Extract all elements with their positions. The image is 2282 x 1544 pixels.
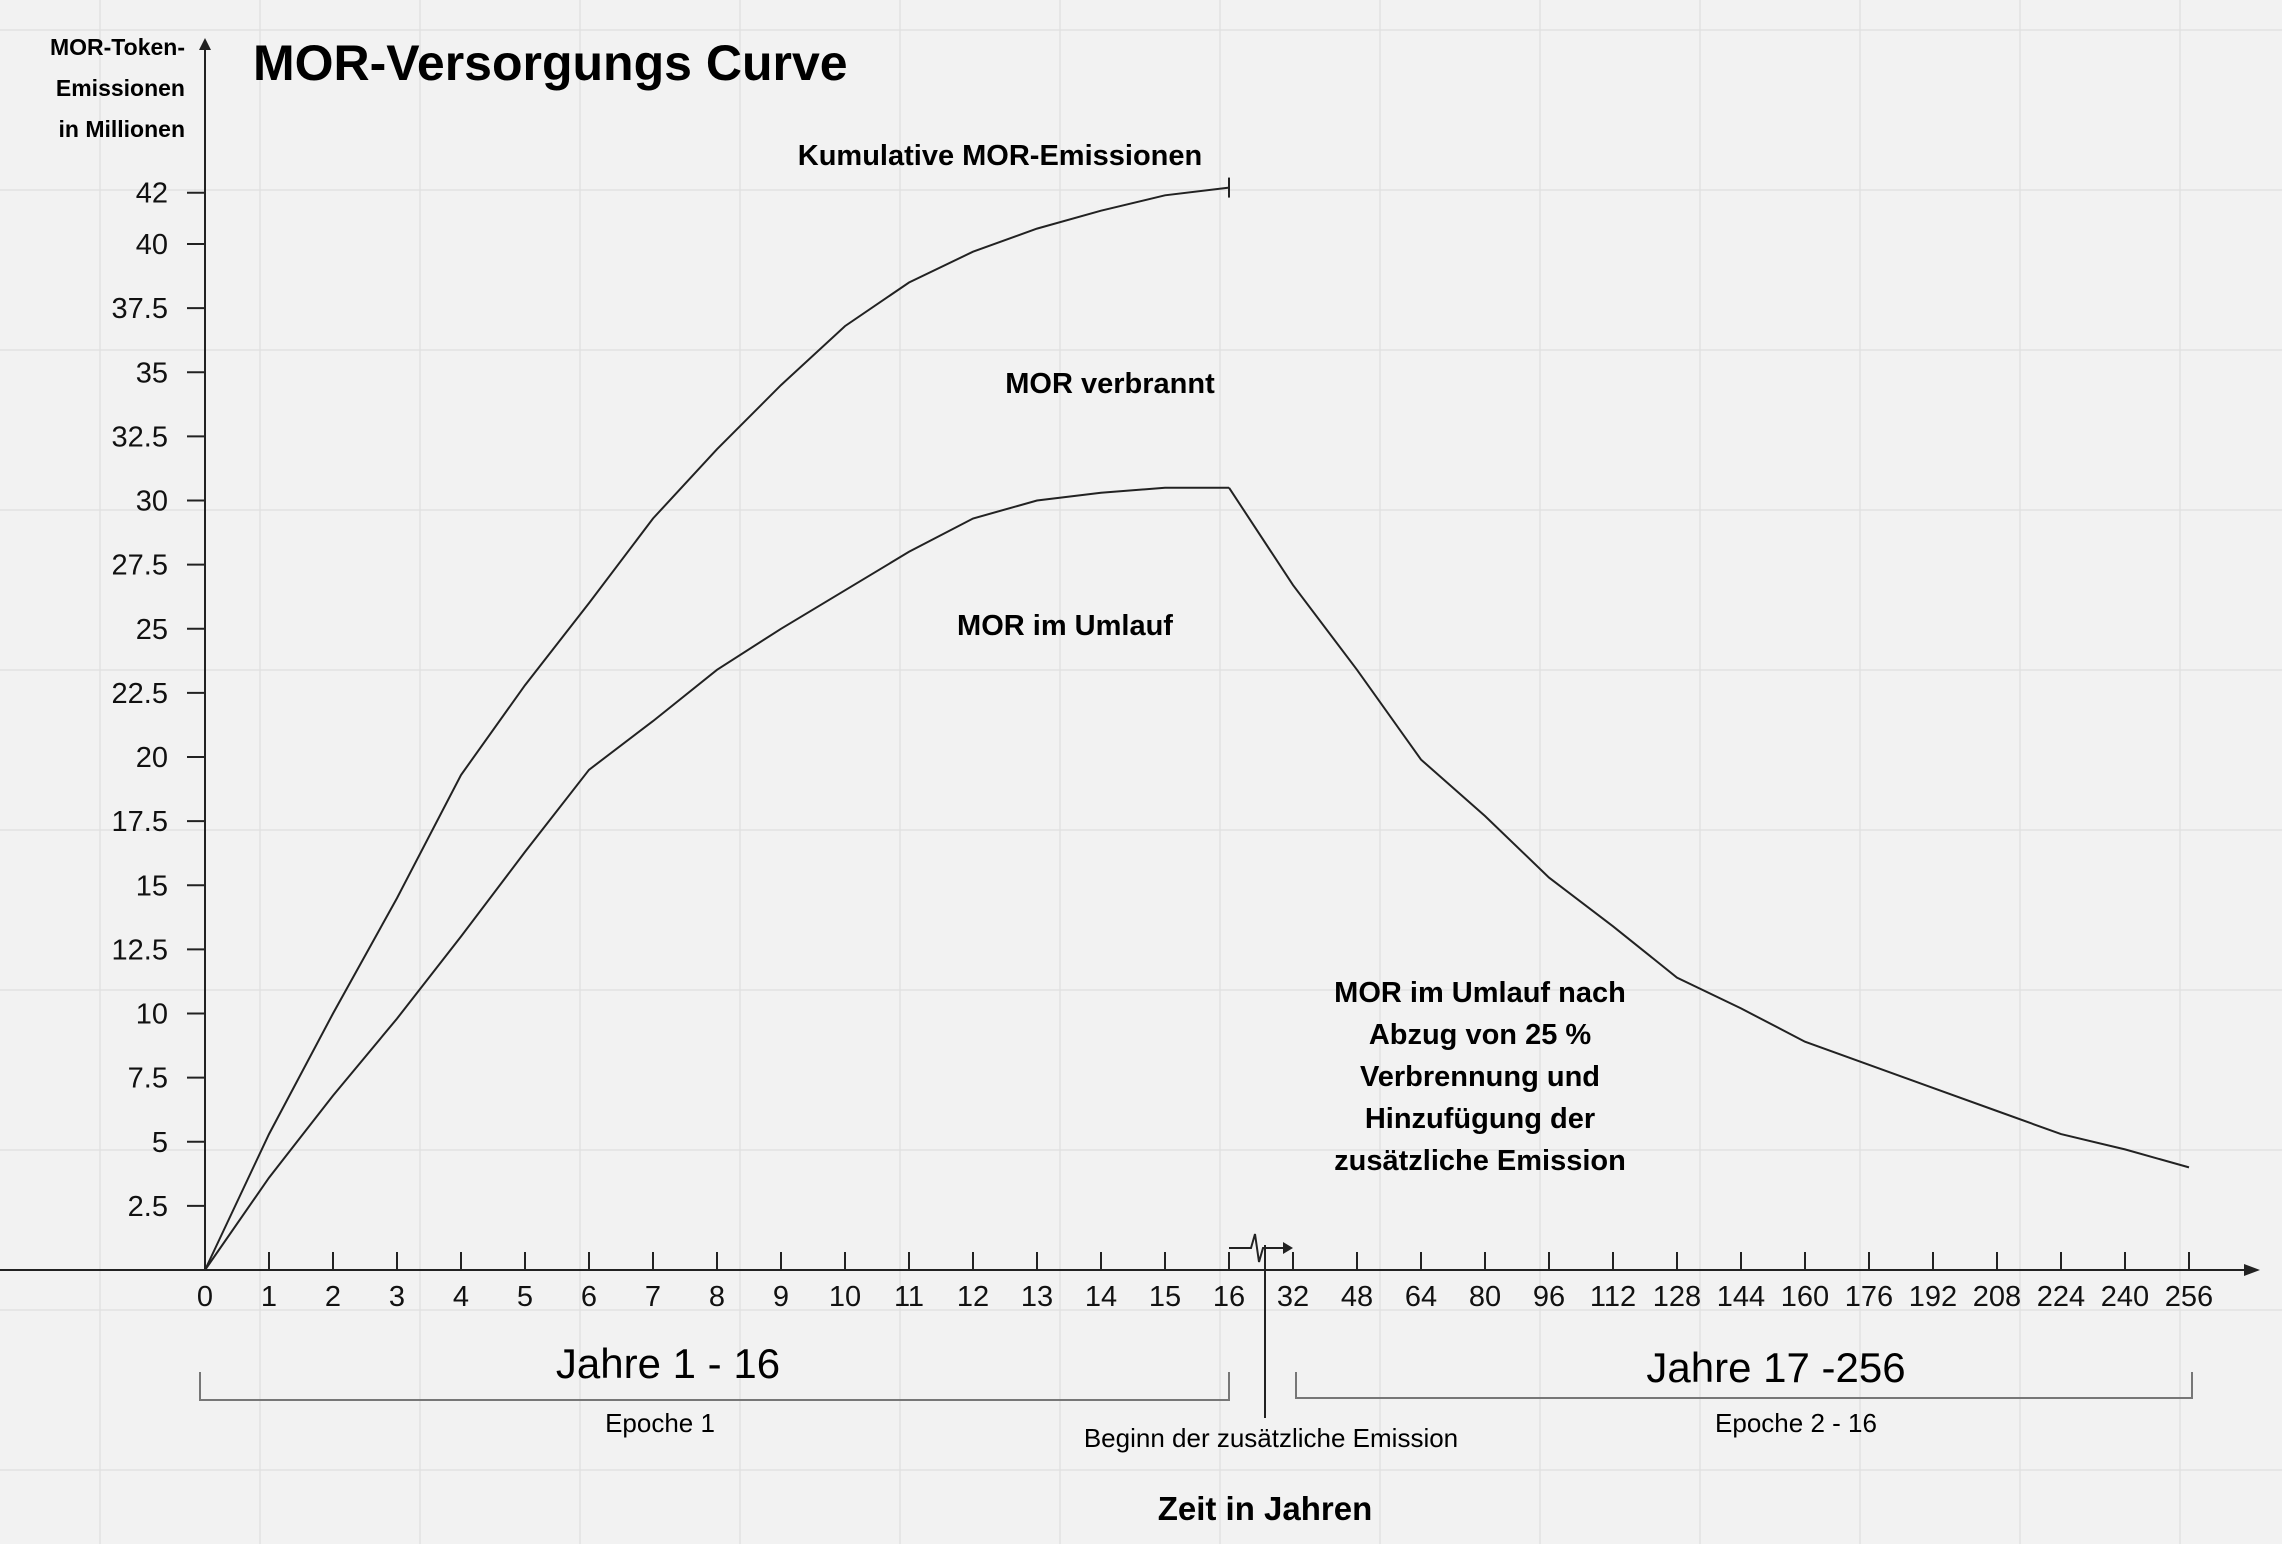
x-tick-label: 64: [1405, 1281, 1437, 1313]
y-tick-label: 12.5: [112, 934, 168, 966]
y-tick-label: 2.5: [128, 1191, 168, 1223]
label-cumulative-emissions: Kumulative MOR-Emissionen: [798, 140, 1202, 172]
period-label-2: Jahre 17 -256: [1646, 1344, 1905, 1391]
x-axis-arrow: [2244, 1264, 2260, 1276]
x-tick-label: 11: [894, 1281, 924, 1313]
x-tick-label: 208: [1973, 1281, 2021, 1313]
x-tick-label: 7: [645, 1281, 661, 1313]
y-tick-label: 17.5: [112, 806, 168, 838]
y-tick-label: 35: [136, 357, 168, 389]
x-tick-label: 13: [1021, 1281, 1053, 1313]
epoch-label-2: Epoche 2 - 16: [1715, 1408, 1877, 1438]
emission-start-label: Beginn der zusätzliche Emission: [1084, 1423, 1458, 1453]
x-tick-label: 0: [197, 1281, 213, 1313]
x-tick-label: 15: [1149, 1281, 1181, 1313]
x-tick-label: 96: [1533, 1281, 1565, 1313]
y-tick-label: 25: [136, 614, 168, 646]
x-axis-label: Zeit in Jahren: [1158, 1490, 1373, 1527]
axes: [0, 38, 2260, 1276]
x-tick-label: 48: [1341, 1281, 1373, 1313]
x-tick-label: 224: [2037, 1281, 2085, 1313]
series-lines: [205, 178, 2189, 1270]
x-tick-label: 9: [773, 1281, 789, 1313]
period-label-1: Jahre 1 - 16: [556, 1340, 780, 1387]
axis-break-symbol: [1229, 1234, 1285, 1262]
x-tick-label: 256: [2165, 1281, 2213, 1313]
x-tick-label: 128: [1653, 1281, 1701, 1313]
x-tick-label: 3: [389, 1281, 405, 1313]
x-tick-label: 12: [957, 1281, 989, 1313]
x-tick-label: 112: [1590, 1281, 1636, 1313]
circulating-line: [205, 488, 1229, 1270]
label-mor-burned: MOR verbrannt: [1005, 368, 1215, 400]
x-tick-label: 16: [1213, 1281, 1245, 1313]
y-ticks: 2.5 5 7.5 10 12.5 15 17.5 20 22.5 25 27.5 30 32.5 35 3…: [112, 178, 205, 1223]
y-tick-label: 10: [136, 999, 168, 1031]
y-axis-label-line-2: Emissionen: [56, 75, 185, 101]
y-tick-label: 37.5: [112, 293, 168, 325]
x-tick-label: 6: [581, 1281, 597, 1313]
y-tick-label: 22.5: [112, 678, 168, 710]
x-tick-label: 4: [453, 1281, 469, 1313]
label-after-burn-line-4: Hinzufügung der: [1365, 1103, 1595, 1135]
label-after-burn-line-1: MOR im Umlauf nach: [1334, 977, 1626, 1009]
x-tick-label: 160: [1781, 1281, 1829, 1313]
x-tick-label: 80: [1469, 1281, 1501, 1313]
x-tick-label: 176: [1845, 1281, 1893, 1313]
y-axis-label-line-1: MOR-Token-: [50, 34, 185, 60]
y-tick-label: 30: [136, 486, 168, 518]
x-tick-label: 5: [517, 1281, 533, 1313]
y-tick-label: 42: [136, 178, 168, 210]
x-tick-label: 10: [829, 1281, 861, 1313]
y-tick-label: 32.5: [112, 421, 168, 453]
y-tick-label: 15: [136, 870, 168, 902]
label-after-burn-line-3: Verbrennung und: [1360, 1061, 1600, 1093]
x-tick-label: 192: [1909, 1281, 1957, 1313]
x-ticks: 0 1 2 3 4 5 6 7 8 9 10 11 12 13 14 15 16 32 48 64 80 96 112 128…: [197, 1234, 2213, 1313]
x-tick-label: 1: [261, 1281, 277, 1313]
x-tick-label: 14: [1085, 1281, 1117, 1313]
y-axis-label-line-3: in Millionen: [59, 116, 186, 142]
y-axis-arrow: [199, 38, 211, 50]
label-mor-circulating: MOR im Umlauf: [957, 610, 1173, 642]
label-after-burn-line-2: Abzug von 25 %: [1369, 1019, 1592, 1051]
x-tick-label: 2: [325, 1281, 341, 1313]
axis-break-arrow: [1283, 1242, 1293, 1254]
y-tick-label: 40: [136, 229, 168, 261]
epoch-label-1: Epoche 1: [605, 1408, 715, 1438]
x-tick-label: 240: [2101, 1281, 2149, 1313]
label-after-burn-line-5: zusätzliche Emission: [1334, 1145, 1626, 1177]
x-tick-label: 144: [1717, 1281, 1765, 1313]
y-tick-label: 5: [152, 1127, 168, 1159]
y-tick-label: 20: [136, 742, 168, 774]
y-tick-label: 7.5: [128, 1063, 168, 1095]
y-tick-label: 27.5: [112, 550, 168, 582]
chart-title: MOR-Versorgungs Curve: [253, 35, 848, 91]
x-tick-label: 32: [1277, 1281, 1309, 1313]
x-tick-label: 8: [709, 1281, 725, 1313]
